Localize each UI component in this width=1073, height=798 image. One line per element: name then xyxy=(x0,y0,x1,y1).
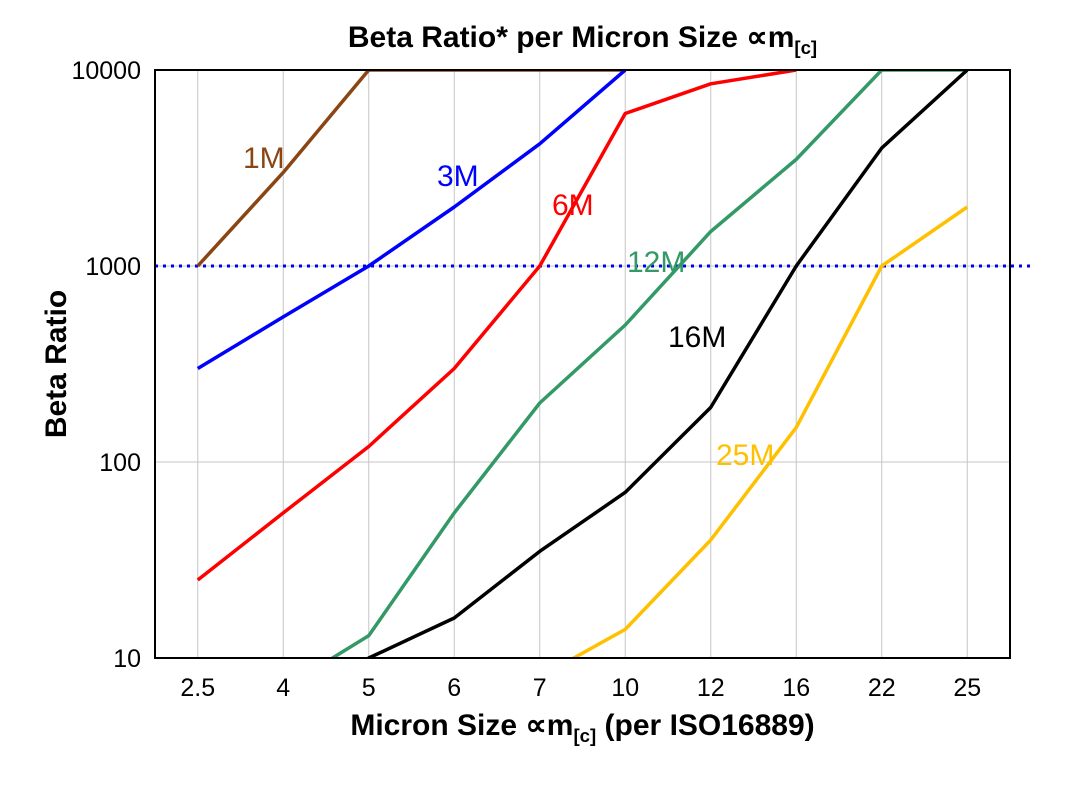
x-tick-label: 22 xyxy=(868,674,896,702)
series-line-3M xyxy=(196,70,627,370)
y-axis-title: Beta Ratio xyxy=(40,289,73,439)
series-line-16M xyxy=(364,70,969,658)
x-tick-label: 4 xyxy=(276,674,290,702)
y-tick-label: 10 xyxy=(113,645,141,673)
x-tick-label: 12 xyxy=(697,674,725,702)
series-label-12M: 12M xyxy=(627,246,685,279)
series-label-6M: 6M xyxy=(552,189,594,222)
x-tick-label: 16 xyxy=(782,674,810,702)
chart-title: Beta Ratio* per Micron Size ∝m[c] xyxy=(155,20,1010,58)
x-tick-label: 5 xyxy=(362,674,376,702)
series-line-25M xyxy=(570,205,969,658)
x-tick-label: 6 xyxy=(447,674,461,702)
series-label-25M: 25M xyxy=(716,439,774,472)
series-label-3M: 3M xyxy=(437,160,479,193)
x-tick-label: 25 xyxy=(953,674,981,702)
x-axis-title: Micron Size ∝m[c] (per ISO16889) xyxy=(155,708,1010,746)
series-label-16M: 16M xyxy=(668,321,726,354)
x-axis-title-subscript: [c] xyxy=(573,724,597,746)
chart-title-subscript: [c] xyxy=(794,36,818,58)
plot-border xyxy=(154,69,1011,659)
chart-title-text: Beta Ratio* per Micron Size ∝m xyxy=(347,21,795,54)
y-tick-label: 100 xyxy=(99,449,141,477)
series-line-6M xyxy=(196,70,797,582)
x-axis-title-text: Micron Size ∝m xyxy=(350,709,574,742)
x-axis-title-suffix: (per ISO16889) xyxy=(596,709,815,742)
series-line-1M xyxy=(196,70,626,268)
y-tick-label: 1000 xyxy=(85,253,141,281)
x-tick-label: 7 xyxy=(533,674,547,702)
series-line-12M xyxy=(329,70,968,658)
series-label-1M: 1M xyxy=(243,142,285,175)
x-tick-label: 10 xyxy=(611,674,639,702)
x-tick-label: 2.5 xyxy=(180,674,215,702)
y-tick-label: 10000 xyxy=(71,57,141,85)
